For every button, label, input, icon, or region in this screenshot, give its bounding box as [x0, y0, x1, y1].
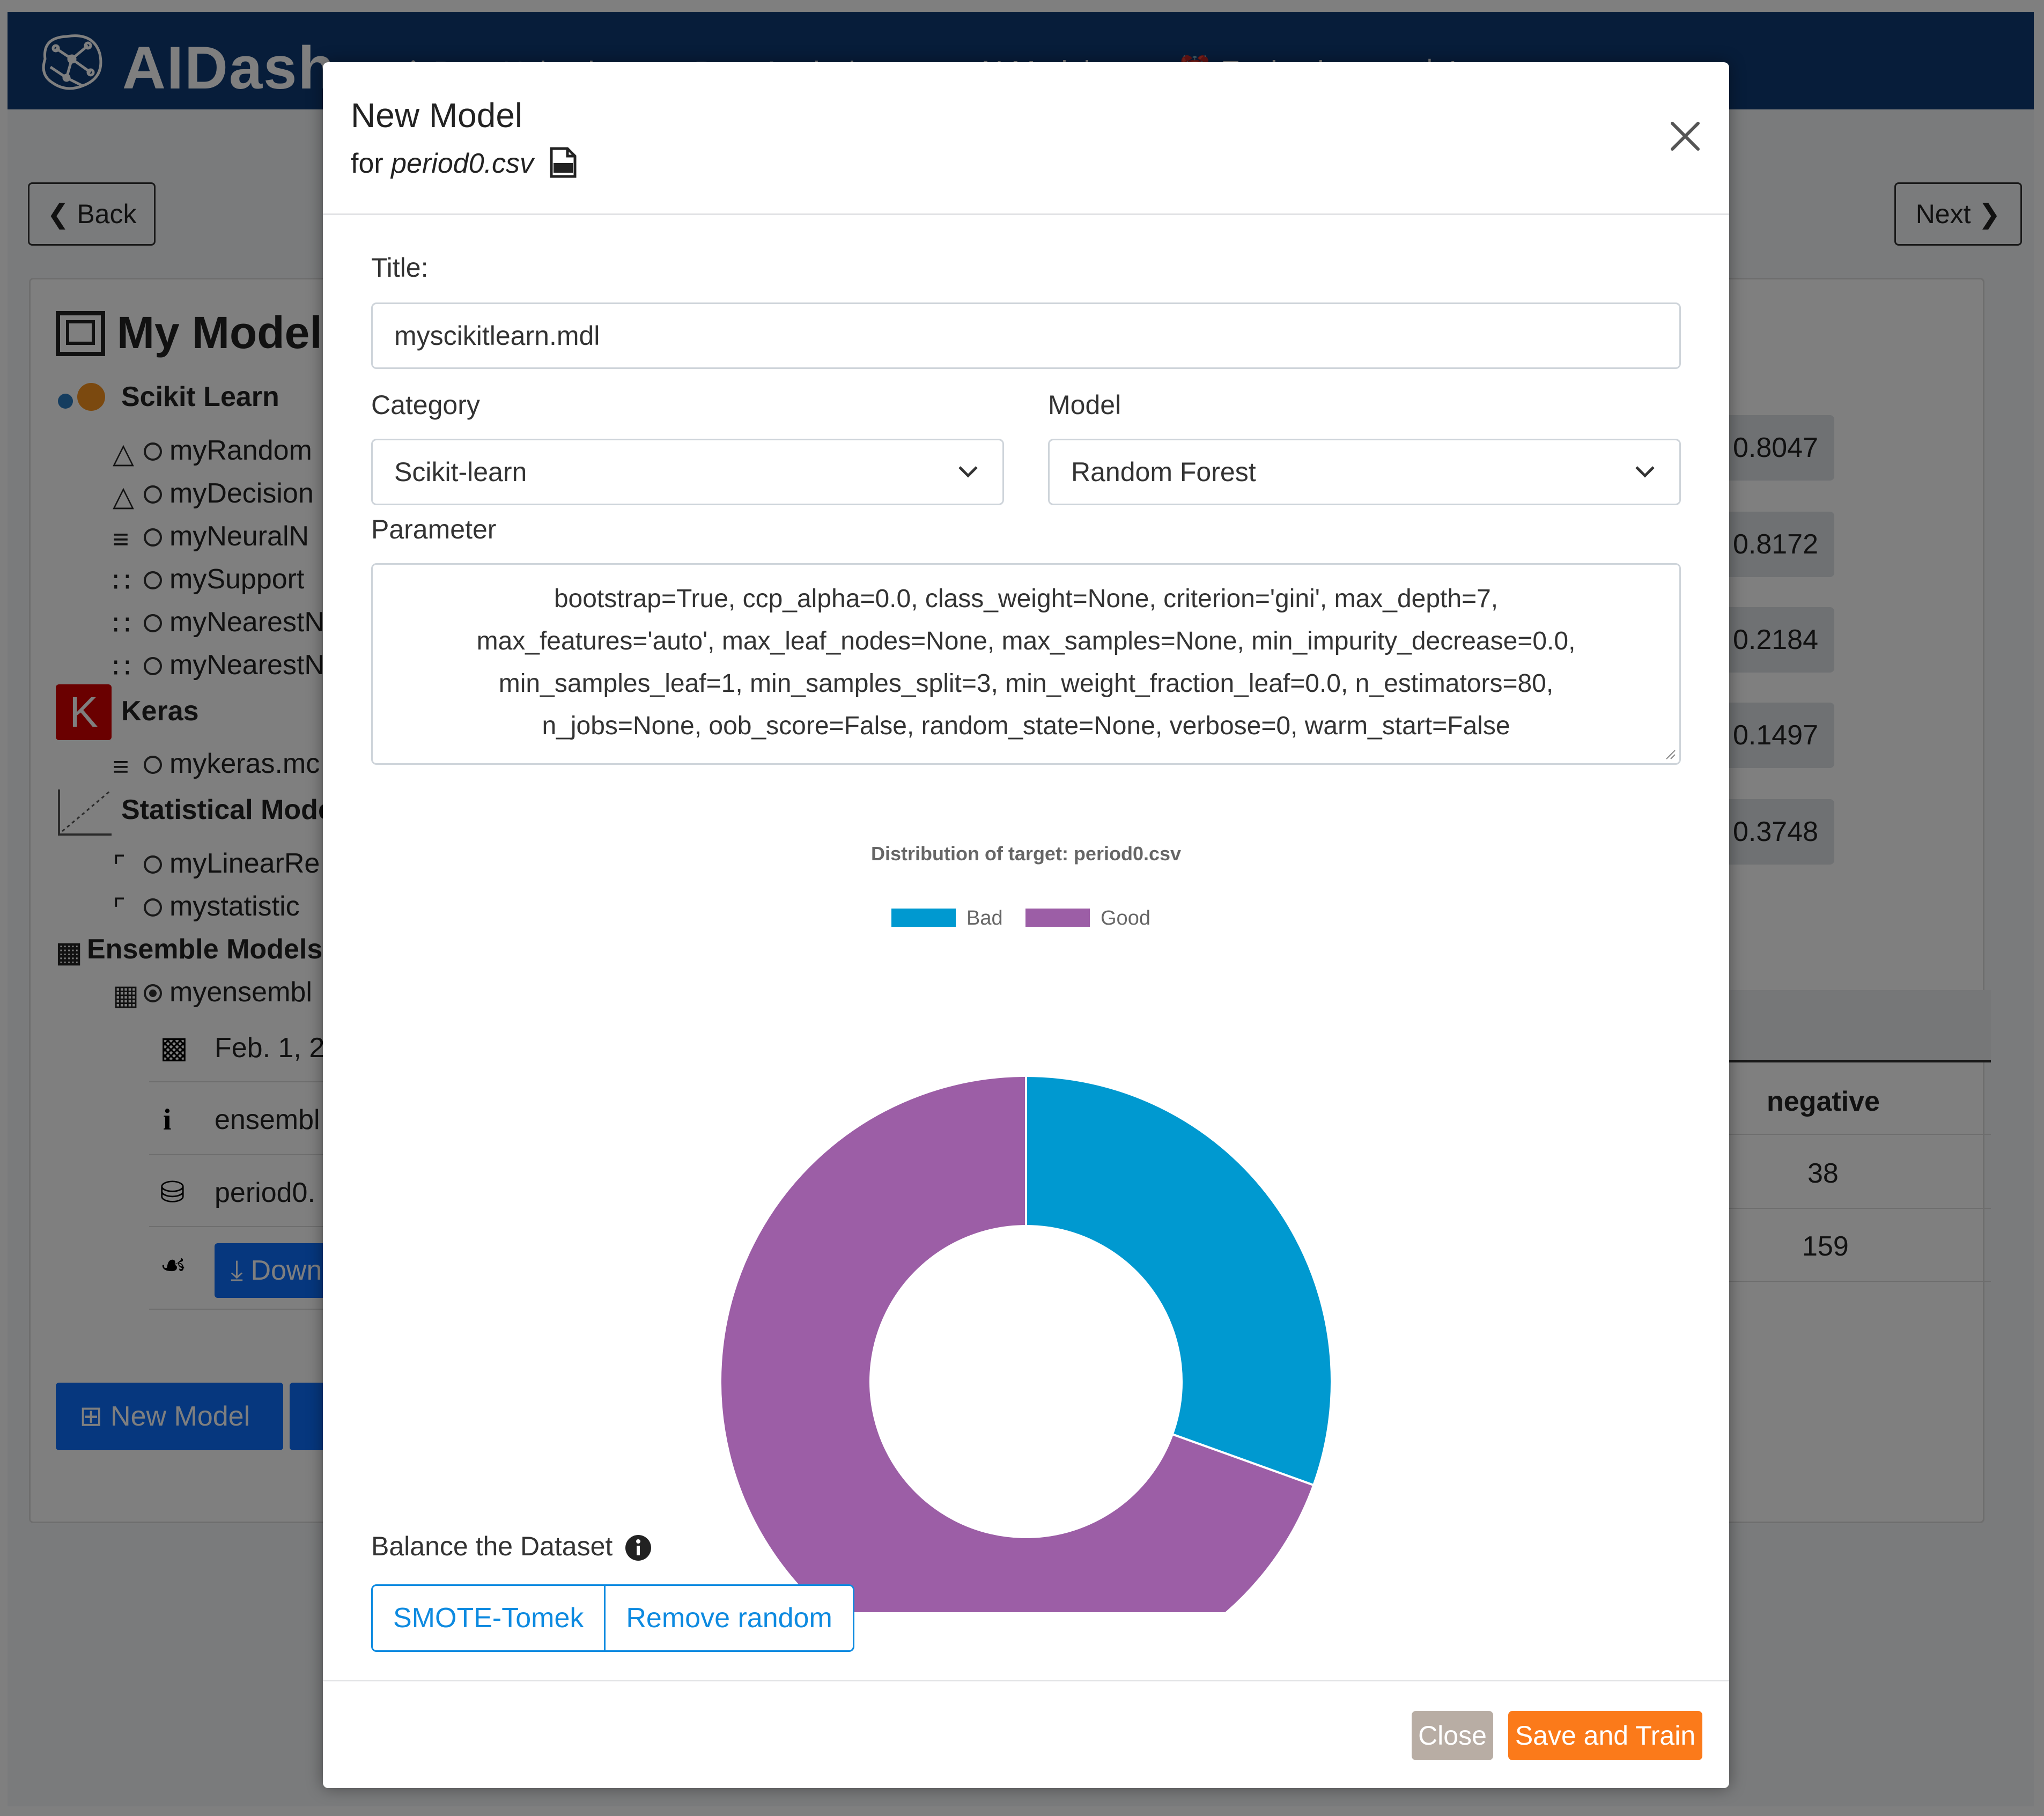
title-label: Title:: [371, 253, 429, 283]
modal-footer-divider: [323, 1680, 1729, 1681]
legend-label-bad[interactable]: Bad: [966, 907, 1003, 929]
save-and-train-button[interactable]: Save and Train: [1508, 1711, 1702, 1760]
close-button[interactable]: Close: [1412, 1711, 1493, 1760]
title-input[interactable]: myscikitlearn.mdl: [371, 302, 1681, 369]
info-circle-icon[interactable]: [624, 1534, 652, 1562]
remove-random-button[interactable]: Remove random: [606, 1584, 854, 1652]
model-value: Random Forest: [1071, 457, 1256, 487]
legend-swatch-bad[interactable]: [891, 909, 956, 927]
category-select[interactable]: Scikit-learn: [371, 439, 1004, 505]
donut-slices: [719, 1074, 1333, 1612]
modal-header: New Model for period0.csv: [323, 62, 1729, 215]
balance-label-text: Balance the Dataset: [371, 1531, 613, 1561]
parameter-line: min_samples_leaf=1, min_samples_split=3,…: [498, 669, 1554, 698]
model-label: Model: [1048, 390, 1121, 420]
parameter-line: n_jobs=None, oob_score=False, random_sta…: [542, 712, 1510, 740]
parameter-label: Parameter: [371, 514, 497, 544]
parameter-textarea[interactable]: bootstrap=True, ccp_alpha=0.0, class_wei…: [371, 563, 1681, 765]
parameter-line: bootstrap=True, ccp_alpha=0.0, class_wei…: [554, 585, 1499, 613]
modal-subtitle: for period0.csv: [351, 147, 577, 180]
chart-legend: Bad Good: [891, 907, 1150, 929]
subtitle-prefix: for: [351, 148, 383, 179]
donut-slice-bad[interactable]: [1025, 1074, 1333, 1487]
target-distribution-chart: Distribution of target: period0.csv Bad G…: [719, 843, 1333, 1612]
chevron-down-icon: [958, 466, 978, 478]
balance-button-group: SMOTE-Tomek Remove random: [371, 1584, 854, 1652]
model-select[interactable]: Random Forest: [1048, 439, 1681, 505]
legend-swatch-good[interactable]: [1025, 909, 1090, 927]
resize-grip-icon[interactable]: [1663, 747, 1676, 760]
balance-label: Balance the Dataset: [371, 1531, 652, 1562]
smote-tomek-button[interactable]: SMOTE-Tomek: [371, 1584, 606, 1652]
category-value: Scikit-learn: [394, 457, 527, 487]
legend-label-good[interactable]: Good: [1101, 907, 1150, 929]
close-icon[interactable]: [1664, 115, 1707, 158]
category-label: Category: [371, 390, 480, 420]
chart-title: Distribution of target: period0.csv: [871, 843, 1181, 865]
donut-slice-good[interactable]: [719, 1074, 1315, 1612]
csv-file-icon: [550, 147, 577, 178]
subtitle-filename: period0.csv: [391, 148, 534, 179]
modal-title: New Model: [351, 96, 523, 135]
chevron-down-icon: [1635, 466, 1655, 478]
new-model-modal: New Model for period0.csv Title: mysciki…: [323, 62, 1729, 1788]
parameter-line: max_features='auto', max_leaf_nodes=None…: [476, 627, 1576, 655]
